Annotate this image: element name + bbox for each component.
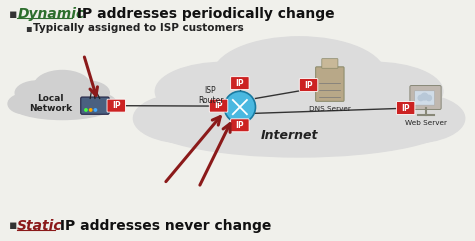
Text: IP addresses periodically change: IP addresses periodically change — [72, 7, 334, 21]
Ellipse shape — [305, 62, 443, 120]
Ellipse shape — [11, 91, 114, 120]
Circle shape — [224, 91, 256, 123]
Text: Web Server: Web Server — [406, 120, 447, 126]
FancyBboxPatch shape — [316, 67, 344, 101]
Circle shape — [421, 93, 428, 100]
FancyBboxPatch shape — [209, 99, 228, 112]
Text: IP: IP — [401, 104, 410, 113]
FancyBboxPatch shape — [107, 99, 125, 112]
Text: Internet: Internet — [261, 129, 318, 142]
Circle shape — [426, 95, 431, 100]
Text: IP: IP — [112, 101, 121, 110]
Circle shape — [94, 109, 96, 111]
Text: ▪: ▪ — [25, 22, 32, 33]
Text: ▪: ▪ — [9, 219, 18, 232]
Ellipse shape — [15, 81, 60, 105]
Text: IP addresses never change: IP addresses never change — [55, 219, 272, 233]
Text: IP: IP — [236, 79, 244, 88]
Ellipse shape — [64, 81, 109, 105]
Ellipse shape — [213, 37, 385, 113]
Text: Dynamic: Dynamic — [17, 7, 85, 21]
FancyBboxPatch shape — [397, 101, 415, 114]
Text: ▪: ▪ — [9, 8, 18, 21]
Ellipse shape — [133, 94, 240, 143]
Text: IP: IP — [214, 101, 223, 110]
FancyBboxPatch shape — [231, 77, 249, 90]
FancyBboxPatch shape — [410, 86, 441, 109]
Circle shape — [85, 109, 87, 111]
Text: IP: IP — [304, 80, 313, 90]
FancyBboxPatch shape — [81, 97, 109, 114]
Text: Typically assigned to ISP customers: Typically assigned to ISP customers — [33, 22, 244, 33]
FancyBboxPatch shape — [299, 79, 318, 92]
FancyBboxPatch shape — [231, 119, 249, 132]
Text: DNS Server: DNS Server — [309, 106, 351, 112]
Ellipse shape — [143, 87, 456, 157]
Ellipse shape — [8, 94, 43, 114]
Ellipse shape — [82, 94, 116, 114]
Text: ISP
Router: ISP Router — [198, 86, 223, 105]
Ellipse shape — [155, 62, 293, 120]
Text: IP: IP — [236, 121, 244, 130]
Circle shape — [418, 95, 423, 100]
Text: Static: Static — [17, 219, 63, 233]
Circle shape — [89, 109, 92, 111]
Ellipse shape — [34, 71, 90, 101]
Text: Local
Network: Local Network — [29, 94, 72, 114]
Ellipse shape — [359, 94, 465, 143]
FancyBboxPatch shape — [322, 59, 338, 68]
FancyBboxPatch shape — [415, 91, 435, 105]
